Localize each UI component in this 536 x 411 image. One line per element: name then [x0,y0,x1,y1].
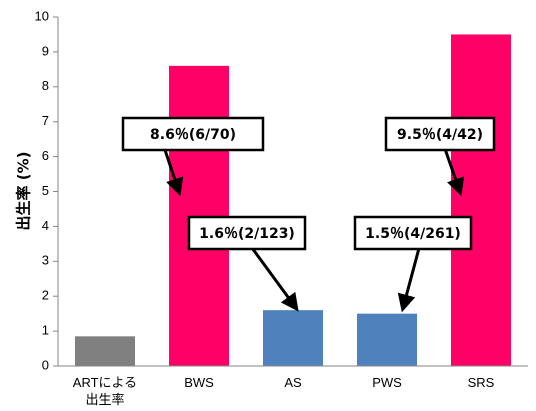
annotation-arrow [443,149,465,197]
annotation-box [121,116,265,152]
x-tick-label: BWS [184,375,214,390]
annotation-box [187,215,307,251]
annotation-callout: 1.6％(2/123) [187,215,307,312]
y-tick-label: 10 [35,8,49,23]
y-tick-label: 6 [42,148,49,163]
annotation-callout: 9.5％(4/42) [384,116,496,197]
annotation-label: 1.6％(2/123) [199,226,295,242]
y-tick-label: 2 [42,288,49,303]
bar [263,310,323,366]
y-tick-label: 7 [42,113,49,128]
annotation-callout: 1.5％(4/261) [353,215,473,313]
x-tick-label: ARTによる [73,375,137,390]
annotation-arrow [163,149,184,197]
bar [357,313,417,366]
y-axis-label: 出生率 (%) [15,152,33,231]
annotation-arrow [251,248,299,312]
annotation-callout: 8.6％(6/70) [121,116,265,197]
y-tick-label: 1 [42,323,49,338]
annotation-arrow [397,248,421,313]
x-tick-label: AS [284,375,302,390]
bar [451,34,511,366]
annotation-label: 1.5％(4/261) [365,226,461,242]
annotation-box [353,215,473,251]
x-tick-label: 出生率 [85,392,124,407]
x-tick-label: SRS [468,375,495,390]
x-tick-label: PWS [372,375,402,390]
y-tick-label: 3 [42,253,49,268]
y-tick-label: 8 [42,78,49,93]
annotation-label: 8.6％(6/70) [150,127,236,143]
bar [75,336,135,366]
y-tick-label: 4 [42,218,49,233]
y-tick-label: 5 [42,183,49,198]
y-tick-label: 0 [42,357,49,372]
annotation-box [384,116,496,152]
annotation-label: 9.5％(4/42) [397,127,483,143]
y-tick-label: 9 [42,43,49,58]
